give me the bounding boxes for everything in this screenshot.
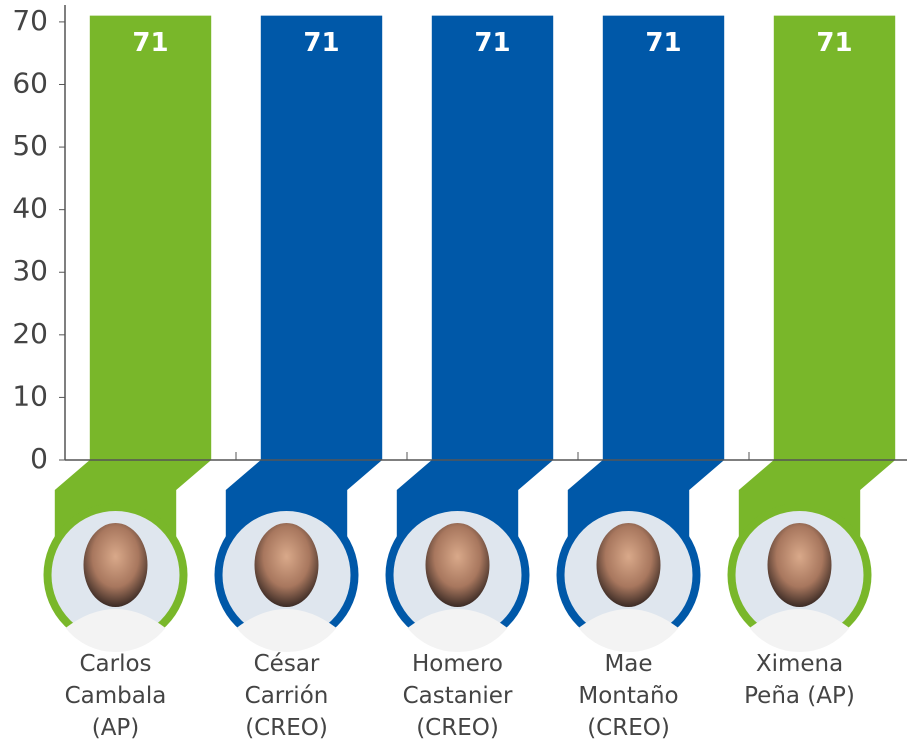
photo-face [597,523,661,607]
photo-face [768,523,832,607]
value-label: 71 [303,28,339,58]
bar [603,16,724,460]
bar [432,16,553,460]
y-tick-label: 70 [12,4,48,37]
value-label: 71 [132,28,168,58]
chart: 0 10 20 30 40 50 60 70 71 71 71 71 71 [0,0,907,744]
y-tick-label: 20 [12,317,48,350]
value-label: 71 [474,28,510,58]
y-tick-label: 30 [12,254,48,287]
bar [261,16,382,460]
photo-face [84,523,148,607]
y-tick-label: 10 [12,379,48,412]
x-tick-label: César Carrión (CREO) [212,648,362,744]
photo-face [255,523,319,607]
x-tick-label: Mae Montaño (CREO) [554,648,704,744]
x-tick-label: Carlos Cambala (AP) [41,648,191,744]
y-tick-label: 40 [12,192,48,225]
y-tick-label: 0 [30,442,48,475]
y-tick-label: 50 [12,129,48,162]
photo-face [426,523,490,607]
x-tick-label: Ximena Peña (AP) [725,648,875,712]
value-label: 71 [645,28,681,58]
value-label: 71 [816,28,852,58]
x-tick-label: Homero Castanier (CREO) [383,648,533,744]
page: {"chart_data": {"type": "bar", "categori… [0,0,907,744]
y-tick-label: 60 [12,66,48,99]
bar [90,16,211,460]
bar [774,16,895,460]
